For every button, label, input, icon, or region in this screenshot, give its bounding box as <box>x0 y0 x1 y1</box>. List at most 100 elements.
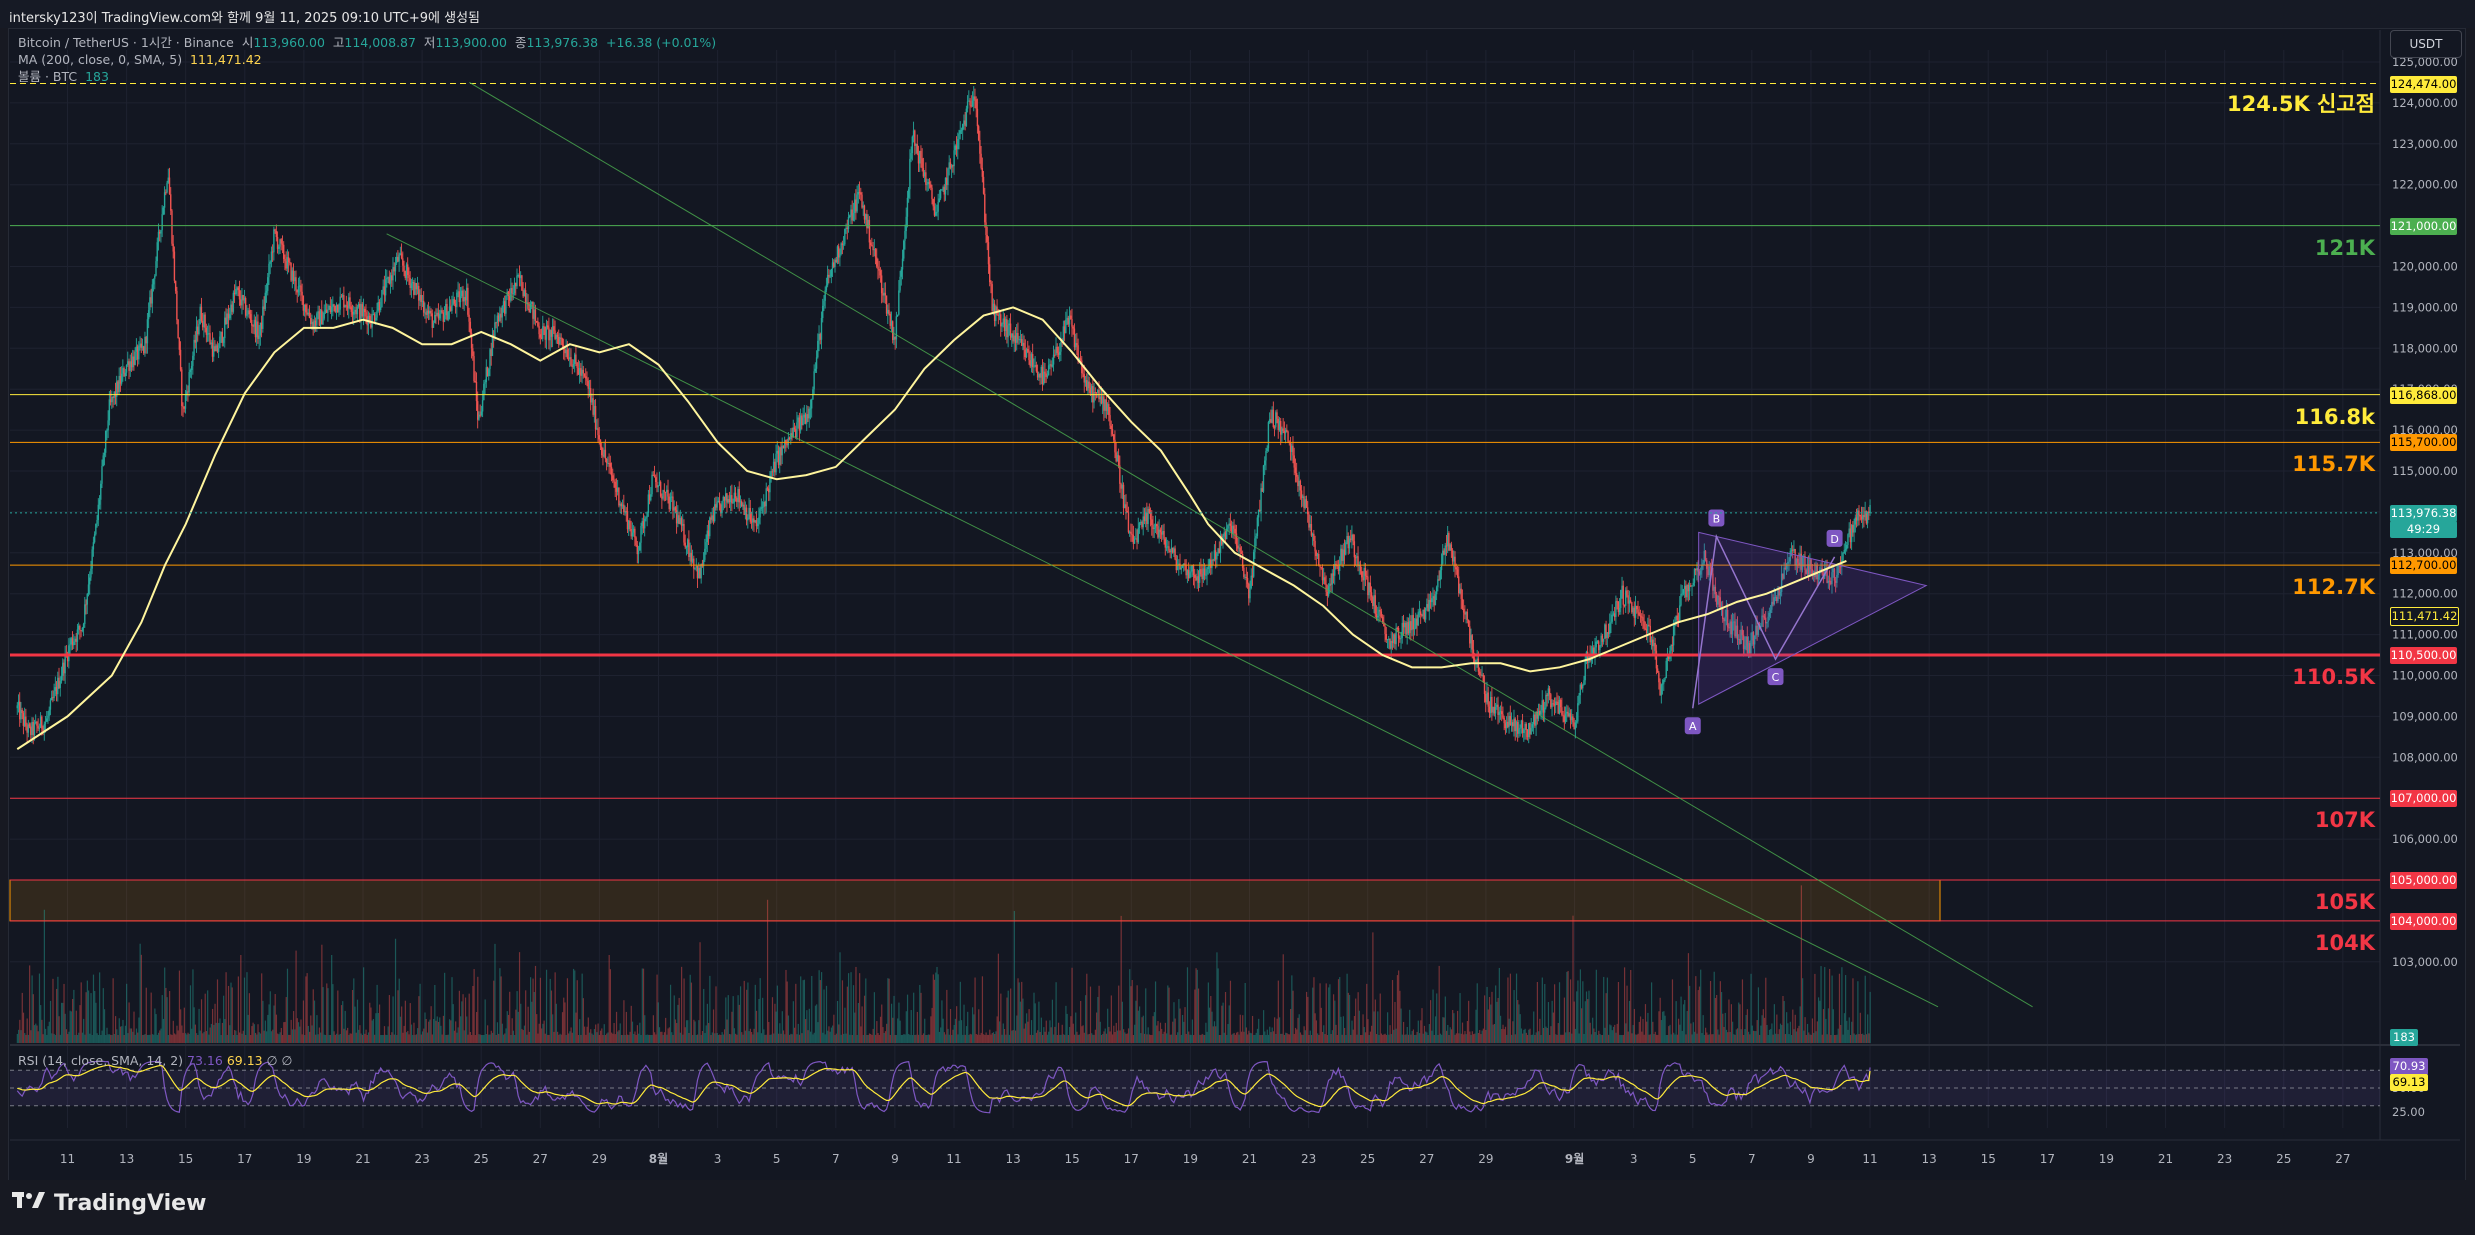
volume-bar <box>512 1030 515 1043</box>
price-tag: 112,700.00 <box>2390 557 2457 575</box>
candle-body <box>1030 354 1033 367</box>
candle-body <box>57 677 59 695</box>
volume-bar <box>1524 1028 1526 1043</box>
candle-body <box>1756 625 1758 635</box>
candle-body <box>1429 599 1432 603</box>
volume-bar <box>489 1034 491 1043</box>
volume-bar <box>86 980 88 1043</box>
candle-body <box>420 294 422 303</box>
candle-body <box>869 242 872 246</box>
volume-bar <box>606 1033 608 1043</box>
candle-body <box>639 542 641 551</box>
candle-body <box>1515 722 1518 732</box>
candle-body <box>1578 695 1580 704</box>
volume-bar <box>1138 1006 1141 1043</box>
candle-body <box>957 139 959 150</box>
volume-bar <box>1240 1031 1243 1043</box>
volume-bar <box>30 1030 32 1043</box>
volume-bar <box>1296 1029 1298 1043</box>
volume-bar <box>1387 1012 1389 1043</box>
candle-body <box>1232 525 1234 534</box>
candle-body <box>808 408 810 419</box>
rsi-hidden-icons[interactable]: ∅ ∅ <box>266 1053 293 1068</box>
time-axis-label: 13 <box>1005 1152 1020 1166</box>
volume-bar <box>1375 1034 1378 1043</box>
volume-bar <box>1207 982 1209 1043</box>
candle-body <box>1268 419 1271 423</box>
volume-bar <box>554 972 556 1043</box>
candle-body <box>163 192 166 208</box>
candle-body <box>350 306 352 312</box>
time-axis-label: 21 <box>2158 1152 2173 1166</box>
candle-body <box>1600 635 1602 646</box>
volume-bar <box>83 1018 85 1043</box>
candle-body <box>826 274 829 286</box>
volume-bar <box>363 967 365 1043</box>
volume-bar <box>776 985 778 1043</box>
candle-body <box>1035 365 1038 372</box>
candle-body <box>377 301 379 311</box>
candle-body <box>30 726 32 735</box>
symbol-name[interactable]: Bitcoin / TetherUS · 1시간 · Binance <box>18 35 234 50</box>
candle-body <box>1110 425 1112 430</box>
price-axis-label: 115,000.00 <box>2392 464 2458 478</box>
volume-bar <box>1469 1031 1471 1043</box>
candle-body <box>641 521 643 526</box>
volume-bar <box>266 1031 268 1043</box>
volume-bar <box>1749 1034 1751 1043</box>
candle-body <box>1866 511 1869 524</box>
grid-lines <box>10 50 2380 1128</box>
volume-bar <box>1577 980 1579 1043</box>
volume-bar <box>390 1034 392 1043</box>
candle-body <box>332 304 334 307</box>
volume-bar <box>1619 1034 1621 1043</box>
candle-body <box>1514 718 1516 732</box>
candle-body <box>1855 517 1858 521</box>
volume-bar <box>378 1004 381 1043</box>
candle-body <box>85 604 87 606</box>
volume-bar <box>1186 967 1189 1043</box>
candle-body <box>1262 465 1265 492</box>
candle-body <box>1073 328 1076 348</box>
volume-bar <box>1705 1027 1707 1043</box>
candle-body <box>1827 580 1830 583</box>
chart-frame[interactable] <box>8 28 2466 1181</box>
volume-bar <box>1291 975 1293 1043</box>
candle-body <box>537 321 539 327</box>
volume-bar <box>1457 1010 1459 1043</box>
volume-bar <box>974 977 976 1043</box>
volume-bar <box>1487 1009 1489 1043</box>
candle-body <box>802 417 804 426</box>
candle-body <box>1682 589 1685 594</box>
candle-body <box>678 515 680 524</box>
candle-body <box>662 490 664 499</box>
volume-bar <box>1711 1034 1713 1043</box>
candle-body <box>857 192 860 195</box>
volume-bar <box>894 1034 896 1043</box>
candle-body <box>1002 318 1004 324</box>
candle-body <box>691 558 694 562</box>
volume-bar <box>1092 1034 1094 1043</box>
volume-bar <box>964 1034 966 1043</box>
candle-body <box>1836 574 1838 583</box>
volume-bar <box>1275 1034 1277 1043</box>
candle-body <box>1812 571 1815 575</box>
candle-body <box>306 312 308 315</box>
price-tag: 111,471.42 <box>2390 607 2459 627</box>
candle-body <box>1127 512 1130 533</box>
volume-bar <box>1637 1033 1639 1043</box>
rsi-legend[interactable]: RSI (14, close, SMA, 14, 2) 73.16 69.13 … <box>18 1053 292 1068</box>
volume-bar <box>1752 1030 1755 1043</box>
candle-body <box>1736 625 1739 640</box>
volume-bar <box>1663 1011 1665 1043</box>
ma-label[interactable]: MA (200, close, 0, SMA, 5) <box>18 52 183 67</box>
volume-label[interactable]: 볼륨 · BTC <box>18 69 78 84</box>
tradingview-logo[interactable]: TradingView <box>12 1190 206 1216</box>
candle-body <box>1655 650 1658 669</box>
volume-bar <box>335 1033 338 1043</box>
candle-body <box>1162 530 1164 535</box>
volume-bar <box>1277 980 1279 1043</box>
candle-body <box>1810 559 1812 570</box>
currency-selector[interactable]: USDT <box>2390 30 2462 58</box>
